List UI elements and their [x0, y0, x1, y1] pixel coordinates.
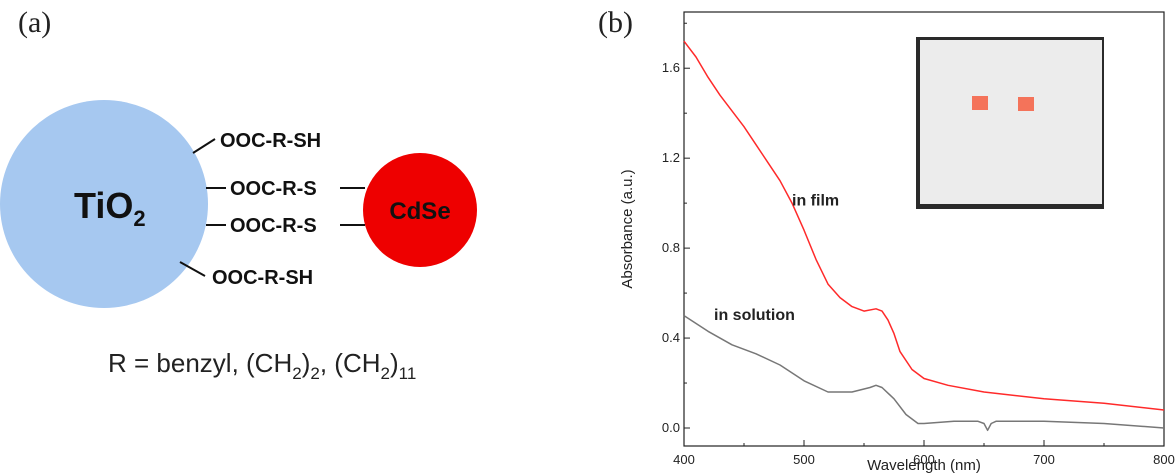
tio2-particle	[0, 100, 208, 308]
cdse-label: CdSe	[389, 198, 450, 225]
x-axis-title: Wavelength (nm)	[867, 457, 981, 474]
inset-sample-spot-1	[972, 96, 988, 110]
y-tick-label: 0.0	[662, 420, 680, 435]
panel-b-label: (b)	[598, 6, 633, 39]
absorbance-chart: 400 500 600 700 800 0.0 0.4 0.8 1.2 1.6 Wavelength…	[619, 11, 1175, 474]
ligand-label-3: OOC-R-S	[230, 215, 317, 237]
x-tick-label: 800	[1153, 452, 1175, 467]
cdse-particle	[363, 153, 477, 267]
ligand-label-4: OOC-R-SH	[212, 267, 313, 289]
y-tick-label: 0.8	[662, 240, 680, 255]
schematic-diagram: TiO2 CdSe OOC-R-SH OOC-R-S OOC-R-S OOC-R…	[0, 100, 477, 383]
inset-sample-spot-2	[1018, 97, 1034, 111]
series-line-in-film	[683, 40, 1165, 411]
ligand-bond-1	[192, 138, 216, 154]
ligand-label-1: OOC-R-SH	[220, 130, 321, 152]
annotation-in-film: in film	[792, 192, 839, 209]
inset-photo-paper	[920, 40, 1102, 204]
y-tick-label: 0.4	[662, 330, 680, 345]
ligand-bond-4	[179, 261, 206, 277]
inset-photo	[916, 37, 1104, 209]
panel-a-label: (a)	[18, 6, 52, 39]
series-line-in-solution	[683, 314, 1165, 432]
r-definition: R = benzyl, (CH2)2, (CH2)11	[108, 348, 416, 383]
x-tick-label: 500	[793, 452, 815, 467]
annotation-in-solution: in solution	[714, 307, 795, 324]
ligand-label-2: OOC-R-S	[230, 178, 317, 200]
x-tick-label: 400	[673, 452, 695, 467]
x-tick-label: 700	[1033, 452, 1055, 467]
y-axis-title: Absorbance (a.u.)	[619, 169, 636, 288]
y-tick-label: 1.2	[662, 150, 680, 165]
x-tick-label: 600	[913, 452, 935, 467]
tio2-label: TiO2	[74, 185, 146, 231]
y-tick-label: 1.6	[662, 60, 680, 75]
